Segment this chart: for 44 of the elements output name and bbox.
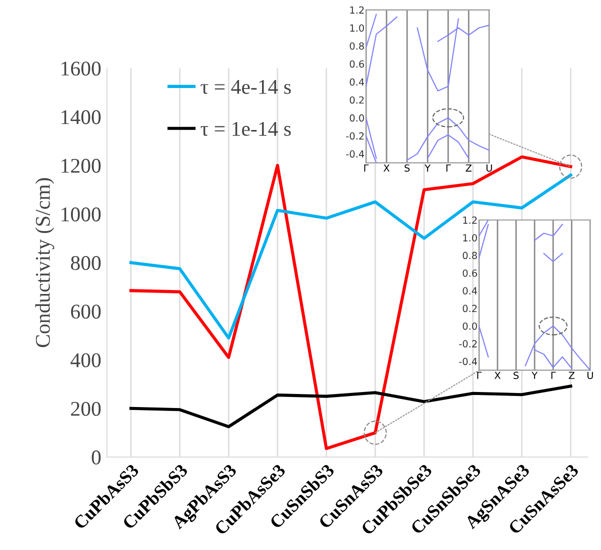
- y-tick-label: 0.8: [350, 42, 364, 50]
- x-tick-label: Y: [424, 164, 431, 172]
- y-tick-label: 1200: [62, 158, 101, 173]
- y-tick-label: 800: [70, 256, 101, 270]
- y-tick-label: 600: [71, 304, 101, 319]
- x-tick-label: Γ: [477, 372, 482, 379]
- legend-label: τ = 4e-14 s: [200, 80, 291, 94]
- y-tick-label: 0.0: [350, 114, 364, 122]
- y-tick-label: 0.6: [462, 269, 477, 277]
- legend-label: τ = 1e-14 s: [200, 122, 291, 136]
- y-tick-label: -0.2: [459, 340, 477, 348]
- y-tick-label: 200: [71, 402, 101, 416]
- x-tick-label: Γ: [551, 372, 556, 379]
- y-tick-label: -0.2: [346, 132, 364, 140]
- y-tick-label: 1.2: [463, 216, 477, 224]
- y-tick-label: 0: [92, 450, 101, 464]
- y-tick-label: -0.4: [346, 150, 364, 158]
- y-tick-label: 1.0: [350, 24, 364, 32]
- x-tick-label: Z: [568, 372, 575, 379]
- y-tick-label: 0.6: [350, 60, 364, 68]
- y-tick-label: 0.4: [350, 78, 364, 86]
- y-tick-label: 0.4: [462, 287, 478, 294]
- y-tick-label: -0.4: [459, 358, 478, 366]
- y-axis-title: Conductivity (S/cm): [35, 178, 54, 348]
- y-tick-label: 1000: [62, 207, 101, 222]
- y-tick-label: 0.2: [462, 304, 477, 312]
- x-tick-label: Γ: [446, 164, 451, 172]
- x-tick-label: U: [587, 372, 593, 380]
- x-tick-label: S: [514, 372, 519, 380]
- x-tick-label: X: [494, 372, 501, 379]
- x-tick-label: Y: [532, 372, 538, 379]
- x-tick-label: Γ: [364, 164, 369, 172]
- x-tick-label: X: [384, 164, 390, 172]
- y-tick-label: 0.2: [350, 96, 364, 104]
- y-tick-label: 1.2: [350, 6, 364, 14]
- y-tick-label: 400: [70, 353, 101, 368]
- y-tick-label: 1400: [62, 110, 101, 124]
- x-tick-label: S: [404, 164, 410, 172]
- y-tick-label: 0.0: [462, 322, 477, 330]
- y-tick-label: 1600: [62, 62, 101, 76]
- y-tick-label: 1.0: [463, 234, 477, 242]
- x-tick-label: U: [486, 164, 492, 172]
- x-tick-label: Z: [466, 164, 472, 172]
- y-tick-label: 0.8: [462, 252, 477, 260]
